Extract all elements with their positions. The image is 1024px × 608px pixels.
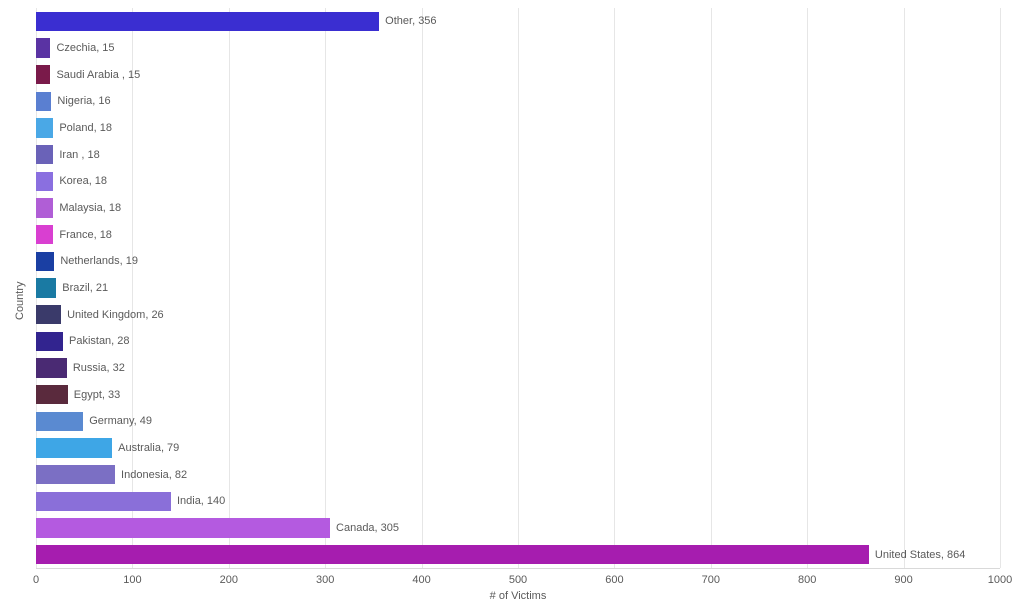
bar-data-label: United Kingdom, 26 (67, 309, 164, 321)
bar-data-label: Brazil, 21 (62, 282, 108, 294)
bar (36, 38, 50, 57)
bar (36, 412, 83, 431)
bar (36, 225, 53, 244)
bar-data-label: Nigeria, 16 (57, 95, 110, 107)
bar-data-label: Pakistan, 28 (69, 335, 130, 347)
x-axis-tick-label: 600 (605, 574, 623, 586)
bar (36, 358, 67, 377)
bar-data-label: Egypt, 33 (74, 389, 120, 401)
bar (36, 198, 53, 217)
bar-data-label: Germany, 49 (89, 415, 152, 427)
bar-row: Nigeria, 16 (36, 88, 1000, 115)
bar-row: Pakistan, 28 (36, 328, 1000, 355)
x-axis-tick-label: 800 (798, 574, 816, 586)
bar (36, 465, 115, 484)
bar-data-label: Other, 356 (385, 15, 436, 27)
bar-data-label: Indonesia, 82 (121, 469, 187, 481)
bar (36, 118, 53, 137)
bar-data-label: India, 140 (177, 495, 225, 507)
bar (36, 172, 53, 191)
bar-row: Malaysia, 18 (36, 195, 1000, 222)
bar-row: Netherlands, 19 (36, 248, 1000, 275)
bar-row: Egypt, 33 (36, 381, 1000, 408)
bar (36, 332, 63, 351)
x-axis-tick-label: 1000 (988, 574, 1012, 586)
x-axis-tick-label: 100 (123, 574, 141, 586)
bar (36, 385, 68, 404)
y-axis-title: Country (14, 281, 26, 320)
bar-data-label: Canada, 305 (336, 522, 399, 534)
bar-data-label: Saudi Arabia , 15 (56, 69, 140, 81)
bar-row: Korea, 18 (36, 168, 1000, 195)
gridline (1000, 8, 1001, 568)
bar-data-label: France, 18 (59, 229, 112, 241)
x-axis-tick-label: 500 (509, 574, 527, 586)
bar-data-label: Iran , 18 (59, 149, 99, 161)
x-axis-tick-label: 0 (33, 574, 39, 586)
bar (36, 65, 50, 84)
bar-row: Indonesia, 82 (36, 461, 1000, 488)
bar-row: Russia, 32 (36, 355, 1000, 382)
bar-row: France, 18 (36, 221, 1000, 248)
bar-row: Canada, 305 (36, 515, 1000, 542)
x-axis-title: # of Victims (490, 590, 547, 602)
bar (36, 438, 112, 457)
bar-data-label: Russia, 32 (73, 362, 125, 374)
bar-row: Australia, 79 (36, 435, 1000, 462)
bar-row: Other, 356 (36, 8, 1000, 35)
bar-data-label: Czechia, 15 (56, 42, 114, 54)
bar-row: United States, 864 (36, 541, 1000, 568)
bar-row: Germany, 49 (36, 408, 1000, 435)
bar-data-label: Korea, 18 (59, 175, 107, 187)
bar-data-label: Poland, 18 (59, 122, 112, 134)
victims-by-country-chart: Country United States, 864 Canada, 305 Ind… (0, 0, 1024, 608)
bar-row: Saudi Arabia , 15 (36, 61, 1000, 88)
bar-data-label: Australia, 79 (118, 442, 179, 454)
bar-row: Brazil, 21 (36, 275, 1000, 302)
bar-data-label: Malaysia, 18 (59, 202, 121, 214)
x-axis-tick-label: 900 (894, 574, 912, 586)
bar (36, 12, 379, 31)
bar (36, 145, 53, 164)
bar-row: Iran , 18 (36, 141, 1000, 168)
bar (36, 545, 869, 564)
bar-row: United Kingdom, 26 (36, 301, 1000, 328)
plot-area: United States, 864 Canada, 305 India, 140 I… (36, 8, 1000, 568)
bar (36, 92, 51, 111)
bar (36, 492, 171, 511)
x-axis-line (36, 568, 1000, 569)
bar-data-label: United States, 864 (875, 549, 966, 561)
bar-row: India, 140 (36, 488, 1000, 515)
x-axis-tick-label: 700 (702, 574, 720, 586)
x-axis-tick-label: 300 (316, 574, 334, 586)
bar-row: Poland, 18 (36, 115, 1000, 142)
bar (36, 305, 61, 324)
bar (36, 252, 54, 271)
bar (36, 518, 330, 537)
bar-row: Czechia, 15 (36, 35, 1000, 62)
bar (36, 278, 56, 297)
x-axis-tick-label: 400 (412, 574, 430, 586)
bar-data-label: Netherlands, 19 (60, 255, 138, 267)
x-axis-tick-label: 200 (220, 574, 238, 586)
